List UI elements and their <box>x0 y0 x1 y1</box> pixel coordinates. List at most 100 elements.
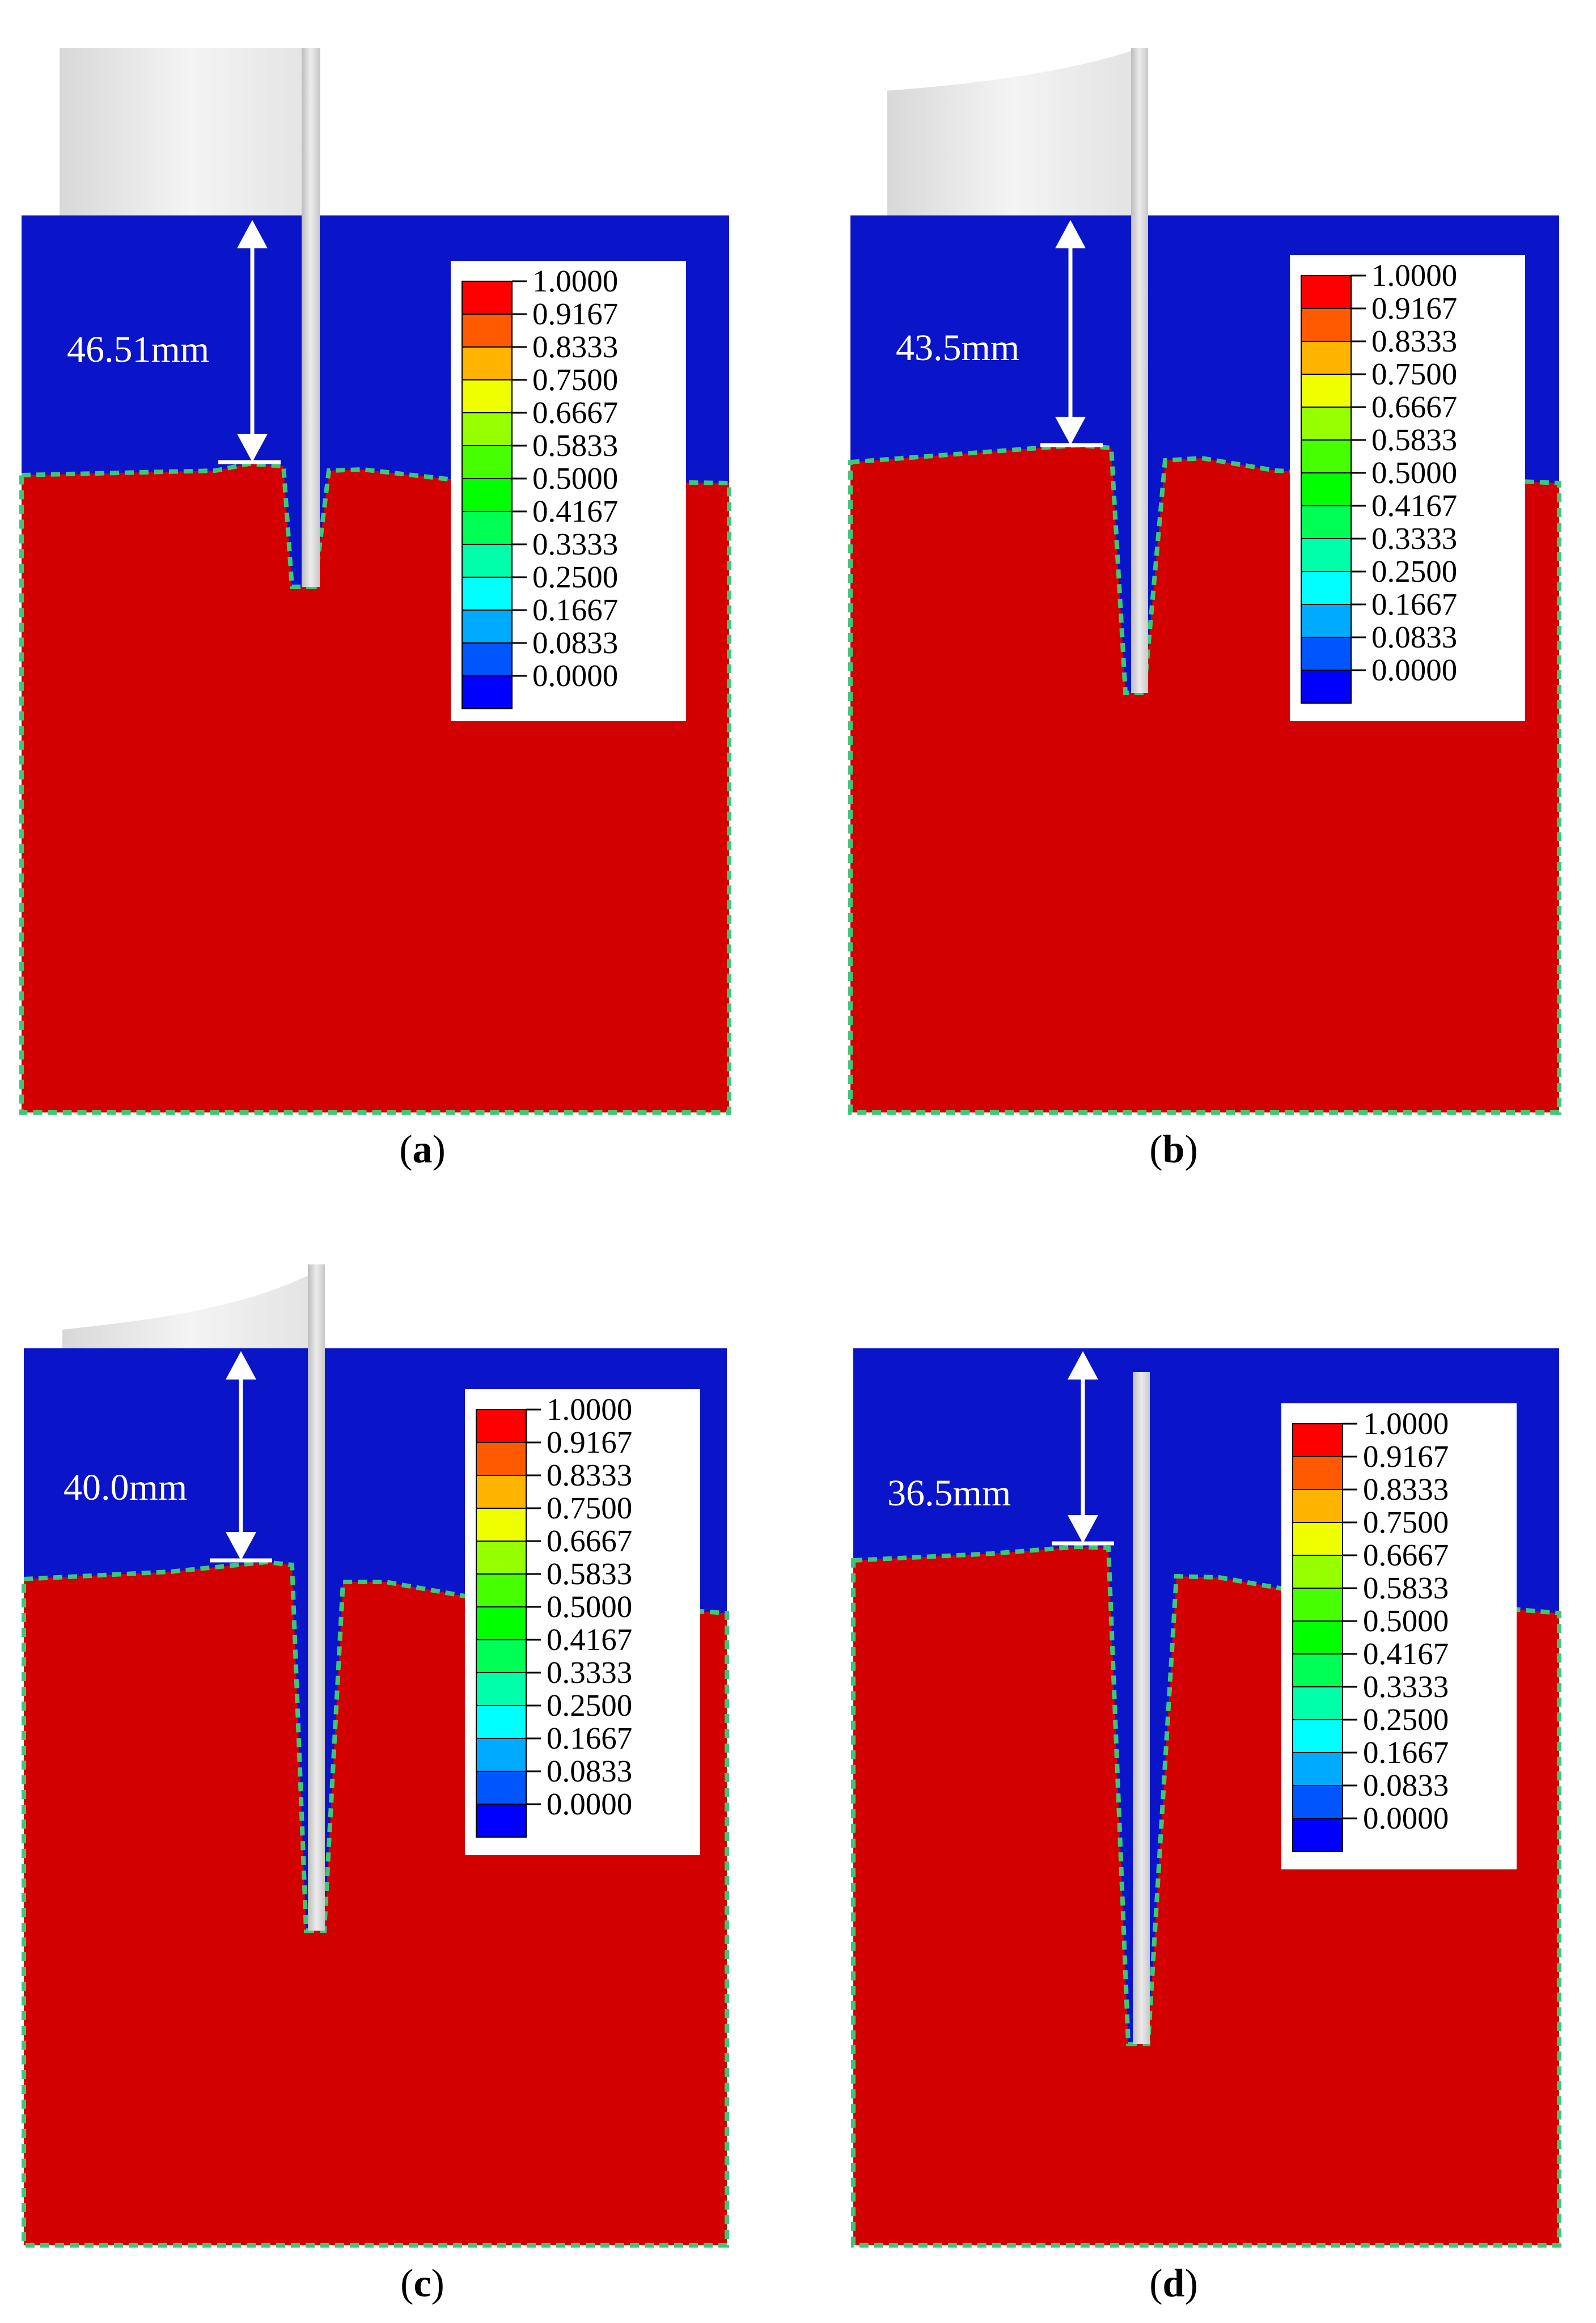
legend-swatch <box>1292 1620 1343 1655</box>
panel-b: 43.5mm 1.00000.91670.83330.75000.66670.5… <box>848 48 1561 1171</box>
legend-swatch <box>1292 1588 1343 1622</box>
legend-swatch <box>1301 538 1352 572</box>
measurement-label: 46.51mm <box>67 329 209 370</box>
legend-label: 0.7500 <box>532 362 618 397</box>
legend-swatch <box>476 1639 527 1673</box>
legend-label: 0.0833 <box>532 625 618 660</box>
legend-swatch <box>1301 604 1352 638</box>
legend-swatch <box>476 1541 527 1575</box>
legend-swatch <box>1301 407 1352 441</box>
probe-rod <box>308 1264 325 1931</box>
legend-label: 0.7500 <box>1371 357 1457 391</box>
legend-swatch <box>462 379 513 413</box>
legend-label: 0.1667 <box>1371 587 1457 621</box>
legend-label: 1.0000 <box>532 264 618 298</box>
legend-swatch <box>1301 275 1352 309</box>
legend-swatch <box>1292 1653 1343 1687</box>
legend-swatch <box>1292 1555 1343 1589</box>
legend-label: 0.5000 <box>1371 455 1457 490</box>
legend-swatch <box>476 1771 527 1805</box>
probe-rod <box>1131 48 1148 693</box>
legend-label: 0.5000 <box>532 461 618 496</box>
legend-swatch <box>1301 308 1352 342</box>
legend-label: 0.8333 <box>1363 1472 1449 1507</box>
legend-label: 0.3333 <box>1363 1669 1449 1704</box>
legend-label: 0.5000 <box>547 1589 632 1624</box>
legend-swatch <box>462 577 513 611</box>
legend-label: 0.4167 <box>1363 1636 1449 1671</box>
legend-swatch <box>462 412 513 446</box>
legend-swatch <box>1301 670 1352 704</box>
legend-label: 0.9167 <box>547 1425 632 1459</box>
legend-label: 0.8333 <box>547 1458 632 1492</box>
legend-label: 0.0000 <box>547 1787 632 1821</box>
legend-label: 0.7500 <box>547 1491 632 1525</box>
legend-swatch <box>476 1738 527 1772</box>
legend-swatch <box>462 642 513 676</box>
measurement-arrow <box>1040 220 1103 447</box>
legend: 1.00000.91670.83330.75000.66670.58330.50… <box>1281 1403 1517 1869</box>
legend-swatch <box>462 445 513 479</box>
legend: 1.00000.91670.83330.75000.66670.58330.50… <box>465 1389 700 1855</box>
caption-c: (c) <box>400 2262 444 2305</box>
legend-swatch <box>1301 439 1352 473</box>
legend-label: 0.6667 <box>547 1524 632 1558</box>
legend-label: 1.0000 <box>547 1392 632 1427</box>
legend-label: 0.1667 <box>547 1721 632 1755</box>
panel-d: 36.5mm 1.00000.91670.83330.75000.66670.5… <box>851 1348 1561 2305</box>
legend-swatch <box>1292 1456 1343 1490</box>
legend-label: 0.5833 <box>1363 1571 1449 1605</box>
measurement-label: 36.5mm <box>887 1472 1011 1514</box>
legend-swatch <box>462 675 513 709</box>
legend-swatch <box>476 1409 527 1443</box>
legend-label: 0.8333 <box>1371 324 1457 358</box>
legend-label: 0.3333 <box>1371 521 1457 556</box>
tube-shell <box>60 48 320 218</box>
legend-swatch <box>1301 374 1352 408</box>
legend-label: 1.0000 <box>1371 258 1457 293</box>
legend-label: 0.4167 <box>532 494 618 528</box>
measurement-arrow <box>218 220 281 464</box>
legend-label: 0.5833 <box>547 1556 632 1591</box>
caption-d: (d) <box>1149 2262 1198 2305</box>
probe-rod <box>302 48 320 587</box>
legend-label: 0.0833 <box>1363 1768 1449 1802</box>
legend-swatch <box>462 478 513 512</box>
probe-rod <box>1133 1372 1150 2044</box>
legend-label: 0.5833 <box>1371 422 1457 457</box>
legend-swatch <box>462 314 513 348</box>
legend-swatch <box>476 1475 527 1509</box>
panel-a: 46.51mm 1.00000.91670.83330.75000.66670.… <box>19 48 731 1171</box>
legend-swatch <box>476 1442 527 1476</box>
measurement-arrow <box>1052 1351 1114 1546</box>
tube-shell <box>62 1270 319 1349</box>
legend-label: 0.6667 <box>1363 1538 1449 1572</box>
caption-b: (b) <box>1149 1128 1198 1171</box>
legend-label: 0.4167 <box>1371 488 1457 523</box>
legend-label: 0.0833 <box>1371 620 1457 654</box>
legend-label: 0.0000 <box>532 658 618 693</box>
legend-label: 0.1667 <box>1363 1735 1449 1770</box>
legend-label: 0.0000 <box>1371 653 1457 687</box>
legend-swatch <box>1292 1785 1343 1819</box>
legend-label: 0.2500 <box>532 560 618 594</box>
legend-label: 0.9167 <box>1371 291 1457 325</box>
legend: 1.00000.91670.83330.75000.66670.58330.50… <box>1290 255 1525 721</box>
legend-swatch <box>476 1573 527 1607</box>
legend-swatch <box>1292 1423 1343 1457</box>
legend-swatch <box>1292 1719 1343 1753</box>
legend-swatch <box>1301 637 1352 671</box>
legend-swatch <box>462 511 513 545</box>
legend-label: 0.4167 <box>547 1622 632 1657</box>
legend-label: 0.8333 <box>532 329 618 364</box>
legend-swatch <box>462 281 513 315</box>
legend-label: 0.5833 <box>532 428 618 463</box>
legend-swatch <box>1292 1818 1343 1852</box>
legend-swatch <box>1301 472 1352 506</box>
panel-c: 40.0mm 1.00000.91670.83330.75000.66670.5… <box>22 1264 729 2305</box>
legend-swatch <box>476 1508 527 1542</box>
legend-label: 0.6667 <box>532 395 618 430</box>
legend-label: 0.1667 <box>532 593 618 627</box>
legend-swatch <box>1292 1522 1343 1556</box>
